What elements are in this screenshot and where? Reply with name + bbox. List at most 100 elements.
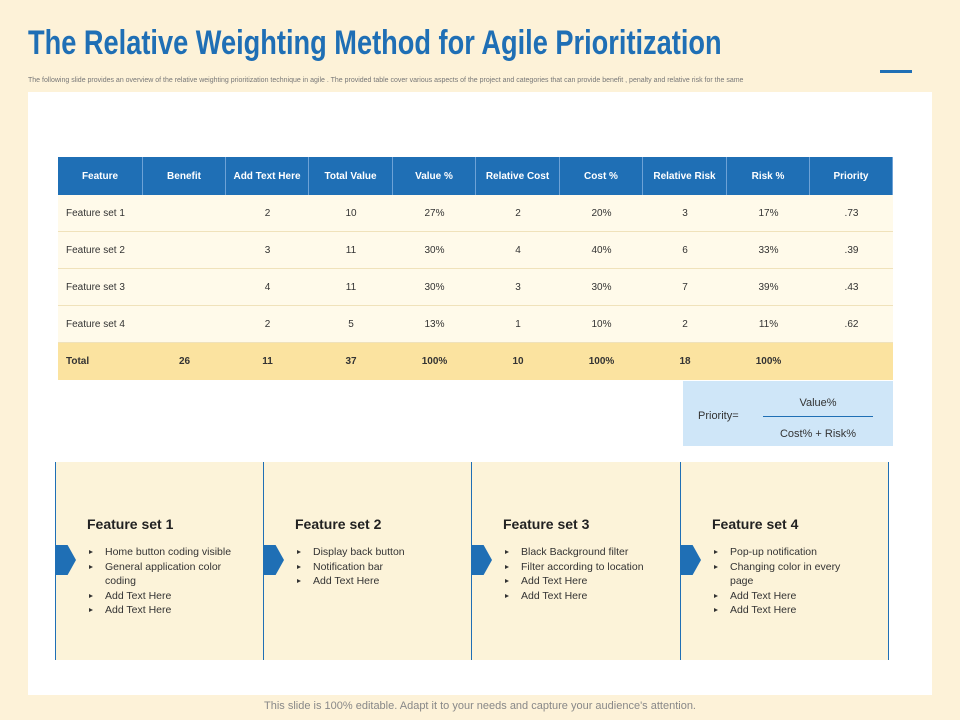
card-item: Pop-up notification: [712, 545, 862, 560]
table-cell: 39%: [727, 269, 810, 306]
denominator: Cost% + Risk%: [779, 428, 857, 440]
card-item: Home button coding visible: [87, 545, 237, 560]
table-cell: .43: [810, 269, 893, 306]
header-cell: Priority: [810, 157, 893, 195]
accent-bar: [880, 70, 912, 73]
header-cell: Relative Cost: [476, 157, 560, 195]
feature-card: Feature set 2 Display back button Notifica…: [263, 462, 472, 660]
subtitle: The following slide provides an overview…: [28, 77, 744, 84]
total-cell: 26: [143, 343, 226, 380]
table-cell: 11%: [727, 306, 810, 343]
table-cell: 2: [476, 195, 560, 232]
card-item: Add Text Here: [712, 603, 862, 618]
card-title: Feature set 1: [87, 516, 174, 532]
formula: Priority= Value% Cost% + Risk%: [683, 381, 893, 446]
card-list: Display back button Notification bar Add T…: [295, 545, 445, 589]
total-cell: [810, 343, 893, 380]
card-item: Black Background filter: [503, 545, 653, 560]
table-cell: 33%: [727, 232, 810, 269]
table-cell: 13%: [393, 306, 476, 343]
total-cell: 18: [643, 343, 727, 380]
feature-card: Feature set 3 Black Background filter Filt…: [471, 462, 680, 660]
table-cell: 3: [226, 232, 309, 269]
card-item: Add Text Here: [87, 603, 237, 618]
card-list: Black Background filter Filter according …: [503, 545, 653, 603]
numerator: Value%: [799, 397, 837, 409]
table-cell: 17%: [727, 195, 810, 232]
card-item: Add Text Here: [503, 589, 653, 604]
card-item: Changing color in every page: [712, 560, 862, 589]
card-list: Home button coding visible General applic…: [87, 545, 237, 618]
card-item: Notification bar: [295, 560, 445, 575]
table-cell: [143, 232, 226, 269]
total-cell: 100%: [560, 343, 643, 380]
total-cell: 10: [476, 343, 560, 380]
card-item: Add Text Here: [295, 574, 445, 589]
formula-label: Priority=: [698, 410, 739, 422]
card-item: General application color coding: [87, 560, 237, 589]
table-cell: Feature set 1: [58, 195, 143, 232]
table-cell: 27%: [393, 195, 476, 232]
header-cell: Feature: [58, 157, 143, 195]
card-title: Feature set 4: [712, 516, 799, 532]
table-cell: [143, 269, 226, 306]
table-cell: 4: [226, 269, 309, 306]
fraction-line: [763, 416, 873, 417]
card-title: Feature set 2: [295, 516, 382, 532]
header-cell: Benefit: [143, 157, 226, 195]
table-cell: Feature set 2: [58, 232, 143, 269]
table-cell: Feature set 3: [58, 269, 143, 306]
arrow-icon: [55, 545, 76, 575]
header-cell: Cost %: [560, 157, 643, 195]
table-cell: [143, 195, 226, 232]
table-cell: 4: [476, 232, 560, 269]
table-cell: 10: [309, 195, 393, 232]
arrow-icon: [680, 545, 701, 575]
table-cell: 2: [226, 195, 309, 232]
table-cell: 30%: [393, 269, 476, 306]
arrow-icon: [471, 545, 492, 575]
feature-card: Feature set 1 Home button coding visible G…: [55, 462, 264, 660]
footer: This slide is 100% editable. Adapt it to…: [264, 700, 696, 712]
total-cell: Total: [58, 343, 143, 380]
title: The Relative Weighting Method for Agile …: [28, 24, 722, 62]
arrow-icon: [263, 545, 284, 575]
table-cell: 5: [309, 306, 393, 343]
table-cell: 30%: [393, 232, 476, 269]
header-cell: Total Value: [309, 157, 393, 195]
header-cell: Add Text Here: [226, 157, 309, 195]
table-cell: 2: [643, 306, 727, 343]
table-cell: 40%: [560, 232, 643, 269]
table-cell: 10%: [560, 306, 643, 343]
table-cell: 1: [476, 306, 560, 343]
header-cell: Value %: [393, 157, 476, 195]
card-title: Feature set 3: [503, 516, 590, 532]
total-cell: 11: [226, 343, 309, 380]
card-item: Add Text Here: [503, 574, 653, 589]
card-list: Pop-up notification Changing color in eve…: [712, 545, 862, 618]
card-border: [888, 462, 889, 660]
table-cell: .62: [810, 306, 893, 343]
table-cell: 7: [643, 269, 727, 306]
table-cell: .73: [810, 195, 893, 232]
table-cell: 6: [643, 232, 727, 269]
header-cell: Risk %: [727, 157, 810, 195]
table-cell: 11: [309, 269, 393, 306]
table-cell: 3: [476, 269, 560, 306]
total-cell: 100%: [727, 343, 810, 380]
table-cell: Feature set 4: [58, 306, 143, 343]
table-cell: 20%: [560, 195, 643, 232]
card-item: Filter according to location: [503, 560, 653, 575]
table-cell: 2: [226, 306, 309, 343]
card-item: Add Text Here: [712, 589, 862, 604]
card-item: Add Text Here: [87, 589, 237, 604]
header-cell: Relative Risk: [643, 157, 727, 195]
table-cell: .39: [810, 232, 893, 269]
feature-card: Feature set 4 Pop-up notification Changing…: [680, 462, 889, 660]
table-cell: 3: [643, 195, 727, 232]
table-cell: 11: [309, 232, 393, 269]
total-cell: 37: [309, 343, 393, 380]
table-cell: 30%: [560, 269, 643, 306]
total-cell: 100%: [393, 343, 476, 380]
